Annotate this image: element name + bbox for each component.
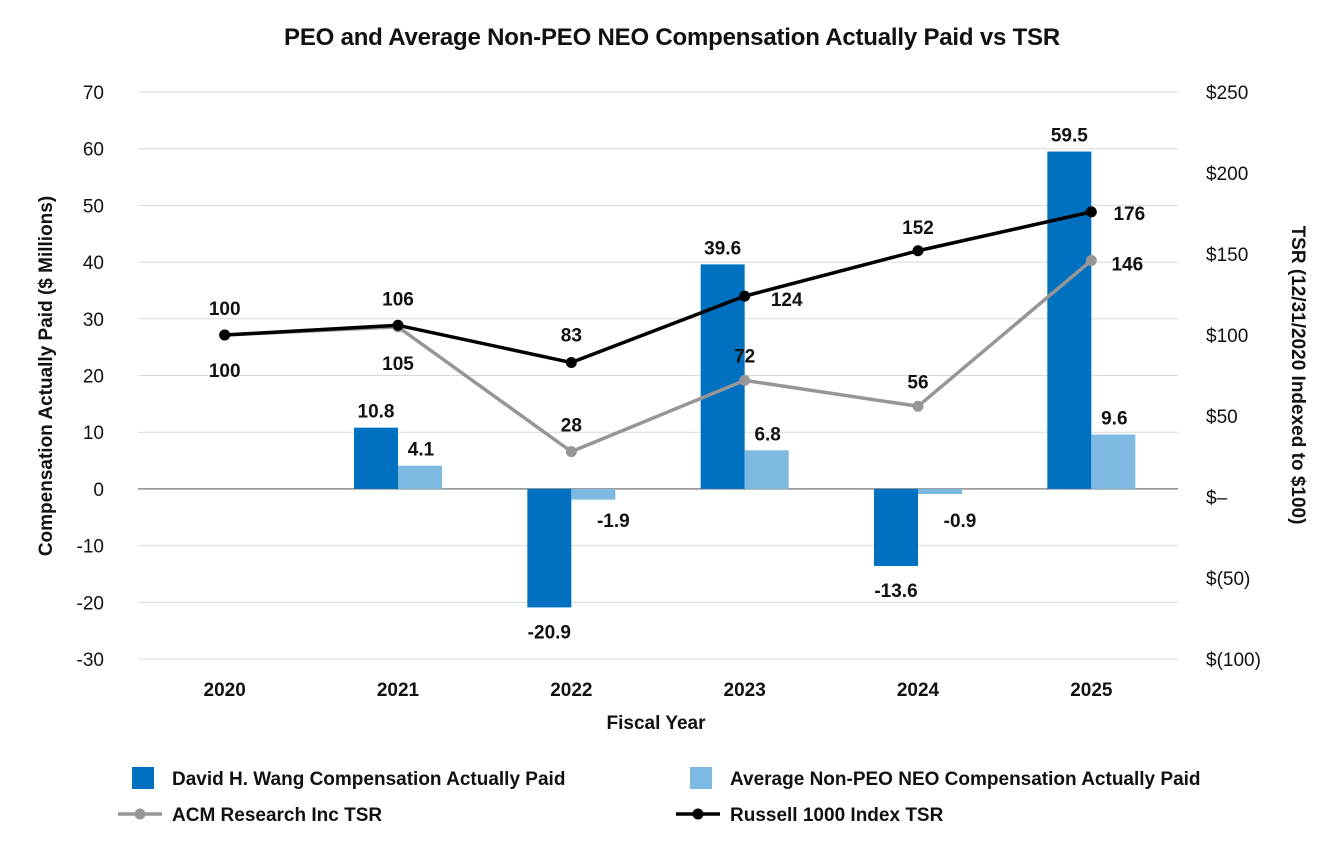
series-point [392,319,404,331]
line-data-label: 72 [734,346,755,367]
y-axis-title: Compensation Actually Paid ($ Millions) [36,196,57,556]
legend-label: ACM Research Inc TSR [172,805,382,826]
y2-tick-label: $150 [1206,245,1248,266]
series-line [224,259,1093,454]
x-tick-label: 2020 [204,680,246,701]
bar-data-label: 4.1 [408,440,435,461]
x-tick-label: 2025 [1070,680,1113,701]
y-tick-label: 10 [83,423,104,444]
line-data-label: 146 [1111,254,1143,275]
series-point [565,357,577,369]
legend-marker [134,808,146,820]
bar [398,465,442,489]
bar [700,264,745,489]
legend-label: David H. Wang Compensation Actually Paid [172,769,565,790]
chart-title: PEO and Average Non-PEO NEO Compensation… [284,24,1060,51]
y-tick-label: 70 [83,83,104,104]
y-tick-label: 30 [83,310,104,331]
bar [744,450,789,489]
y-tick-label: -10 [77,537,104,558]
series-point [739,374,751,386]
line-data-label: 100 [209,361,241,382]
bar [571,488,616,500]
gridlines [138,91,1178,660]
line-data-label: 83 [561,326,582,347]
series-line [224,210,1092,365]
bar-data-label: -0.9 [944,511,977,532]
x-tick-label: 2021 [377,680,420,701]
y2-tick-label: $250 [1206,83,1248,104]
y-tick-label: -30 [77,650,104,671]
y-tick-label: -20 [77,593,104,614]
bar-data-label: 39.6 [704,238,741,259]
legend: David H. Wang Compensation Actually Paid… [118,767,1201,826]
bar-data-label: 6.8 [754,424,780,445]
y2-tick-label: $50 [1206,407,1238,428]
series-point [219,329,231,341]
data-labels: 10.8 -20.9 39.6 -13.6 59.5 4.1 -1.9 6.8 -0.9 9.6 1… [209,126,1145,644]
line-data-label: 152 [902,218,934,239]
x-tick-label: 2023 [724,680,766,701]
bar-data-label: -20.9 [528,622,571,643]
y2-axis-title: TSR (12/31/2020 Indexed to $100) [1287,226,1308,525]
bar-data-label: 10.8 [358,402,395,423]
line-data-label: 124 [771,290,803,311]
line-data-label: 56 [907,372,928,393]
bar [354,427,398,489]
bar [1091,434,1136,489]
legend-swatch [132,767,154,789]
bars [354,151,1136,608]
line-data-label: 106 [382,289,414,310]
bar [527,488,572,608]
y-tick-label: 0 [93,480,104,501]
bar [874,488,918,567]
series-point [1085,254,1097,266]
series-point [912,400,924,412]
y-tick-label: 20 [83,367,104,388]
line-data-label: 105 [382,354,414,375]
x-tick-label: 2024 [897,680,940,701]
line-data-label: 176 [1113,204,1145,225]
y-tick-label: 60 [83,140,104,161]
y2-tick-label: $200 [1206,164,1248,185]
legend-swatch [690,767,712,789]
legend-label: Average Non-PEO NEO Compensation Actuall… [730,769,1201,790]
legend-marker [692,808,704,820]
y2-tick-label: $(100) [1206,650,1261,671]
bar [1047,151,1092,489]
y2-tick-label: $(50) [1206,569,1250,590]
bar-data-label: -13.6 [874,581,917,602]
y2-tick-label: $– [1206,488,1228,509]
y2-tick-label: $100 [1206,326,1248,347]
series-point [565,446,577,458]
y-tick-label: 50 [83,196,104,217]
bar [918,488,962,495]
axes: 706050403020100-10-20-30$250$200$150$100… [36,83,1308,734]
series-point [1085,206,1097,218]
series-lines [219,206,1097,458]
legend-label: Russell 1000 Index TSR [730,805,944,826]
line-data-label: 28 [561,416,582,437]
bar-data-label: 9.6 [1101,408,1127,429]
series-point [912,245,924,257]
x-axis-title: Fiscal Year [607,713,707,734]
y-tick-label: 40 [83,253,104,274]
series-point [739,290,751,302]
bar-data-label: 59.5 [1051,126,1088,147]
x-tick-label: 2022 [550,680,592,701]
line-data-label: 100 [209,299,241,320]
bar-data-label: -1.9 [597,511,630,532]
